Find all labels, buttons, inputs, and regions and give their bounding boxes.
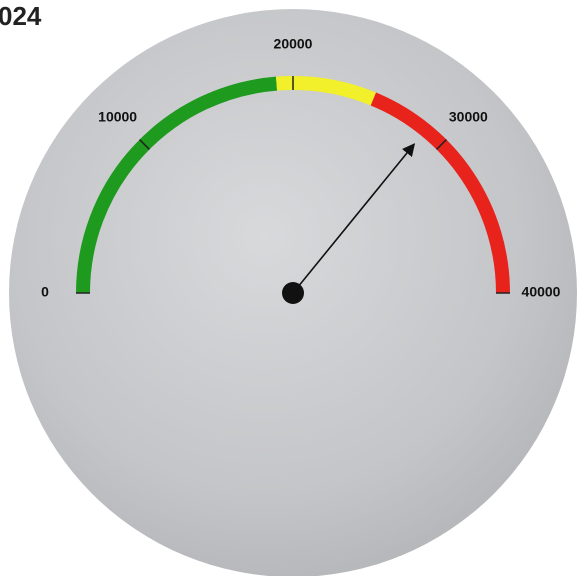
tick-label: 0	[41, 284, 49, 300]
tick-label: 30000	[449, 108, 488, 124]
gauge-band	[275, 76, 377, 106]
needle-hub	[282, 282, 304, 304]
gauge-band	[370, 92, 510, 294]
tick-label: 40000	[522, 284, 561, 300]
tick-mark	[436, 139, 447, 150]
chart-title: 024	[0, 1, 42, 31]
tick-mark	[139, 139, 150, 150]
gauge-band	[76, 76, 278, 294]
tick-label: 10000	[98, 108, 137, 124]
tick-label: 20000	[274, 36, 313, 52]
needle	[292, 143, 416, 294]
